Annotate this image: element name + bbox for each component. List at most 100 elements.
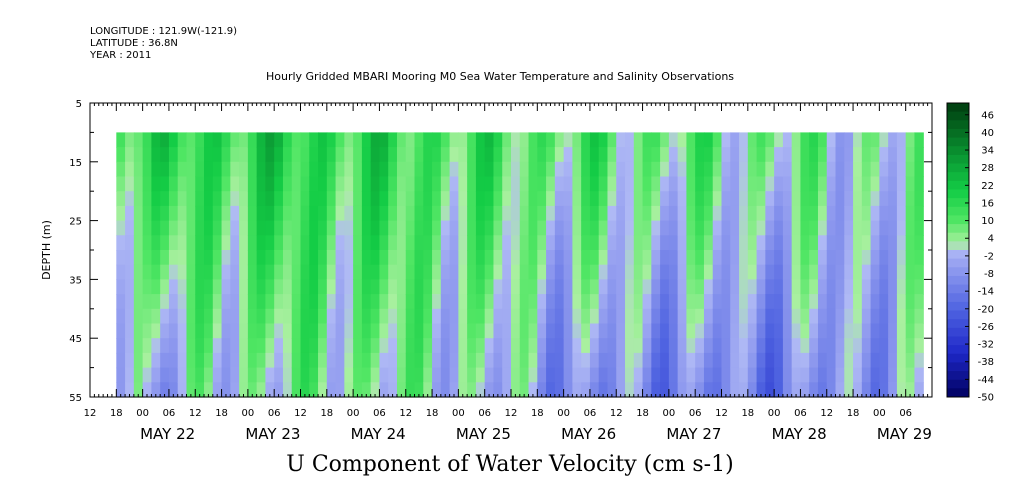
heatmap-cell [440,308,451,325]
heatmap-cell [581,294,591,310]
x-hour-label: 00 [557,408,570,419]
heatmap-cell [133,250,144,266]
heatmap-cell [546,323,556,339]
heatmap-cell [642,132,652,148]
heatmap-cell [265,220,275,236]
heatmap-cell [449,147,459,163]
heatmap-cell [888,132,898,148]
heatmap-cell [423,367,433,383]
heatmap-cell [256,382,267,398]
heatmap-cell [835,367,845,383]
heatmap-cell [826,132,837,148]
heatmap-cell [651,220,661,236]
x-hour-label: 00 [347,408,360,419]
heatmap-cell [221,161,231,178]
heatmap-cell [467,294,477,310]
heatmap-cell [204,220,214,236]
heatmap-cell [344,161,354,178]
heatmap-cell [125,220,135,236]
heatmap-cell [581,132,591,148]
heatmap-cell [458,323,468,339]
heatmap-cell [809,294,819,310]
heatmap-cell [756,176,766,192]
heatmap-cell [282,220,293,236]
heatmap-cell [817,382,828,398]
heatmap-cell [739,205,749,222]
heatmap-cell [160,279,170,295]
heatmap-cell [905,147,916,163]
heatmap-cell [572,264,582,280]
heatmap-cell [379,338,389,354]
heatmap-cell [817,352,828,369]
x-hour-label: 00 [768,408,781,419]
heatmap-cell [484,176,495,192]
heatmap-cell [396,352,407,369]
heatmap-cell [449,235,459,251]
heatmap-cell [396,367,407,383]
heatmap-cell [239,132,249,148]
heatmap-cell [493,382,503,398]
heatmap-cell [677,382,688,398]
heatmap-cell [493,147,503,163]
heatmap-cell [212,205,223,222]
heatmap-cell [835,191,845,207]
x-hour-label: 12 [820,408,833,419]
heatmap-cell [519,250,530,266]
heatmap-cell [326,264,337,280]
heatmap-cell [835,161,845,178]
heatmap-cell [791,294,802,310]
colorbar-band [947,301,969,312]
heatmap-cell [817,308,828,325]
heatmap-cell [414,338,424,354]
heatmap-cell [151,279,161,295]
heatmap-cell [765,382,775,398]
heatmap-cell [379,191,389,207]
heatmap-cell [677,294,688,310]
heatmap-cell [721,132,731,148]
colorbar-label: 22 [981,181,994,192]
heatmap-cell [853,161,863,178]
heatmap-cell [168,308,179,325]
heatmap-cell [712,294,723,310]
heatmap-cell [370,367,381,383]
heatmap-cell [151,352,161,369]
heatmap-cell [309,264,319,280]
colorbar-band [947,206,969,216]
heatmap-cell [651,382,661,398]
heatmap-cell [660,323,670,339]
heatmap-cell [467,264,477,280]
heatmap-cell [686,220,696,236]
heatmap-cell [712,338,723,354]
heatmap-cell [914,132,924,148]
heatmap-cell [730,352,740,369]
heatmap-cell [660,367,670,383]
heatmap-cell [677,264,688,280]
heatmap-cell [756,338,766,354]
heatmap-cell [195,205,205,222]
heatmap-cell [870,161,880,178]
heatmap-cell [625,338,635,354]
heatmap-cell [239,338,249,354]
heatmap-cell [853,191,863,207]
heatmap-cell [484,264,495,280]
heatmap-cell [212,294,223,310]
heatmap-cell [274,382,284,398]
heatmap-cell [256,308,267,325]
heatmap-cell [809,264,819,280]
heatmap-cell [712,191,723,207]
heatmap-cell [475,294,486,310]
heatmap-cell [291,161,302,178]
heatmap-cell [484,205,495,222]
heatmap-cell [651,191,661,207]
heatmap-cell [844,338,854,354]
heatmap-cell [230,382,240,398]
heatmap-cell [607,205,617,222]
heatmap-cell [449,294,459,310]
heatmap-cell [309,176,319,192]
heatmap-cell [151,367,161,383]
colorbar-band [947,189,969,199]
heatmap-cell [151,205,161,222]
heatmap-cell [554,147,565,163]
heatmap-cell [861,132,872,148]
heatmap-cell [475,367,486,383]
